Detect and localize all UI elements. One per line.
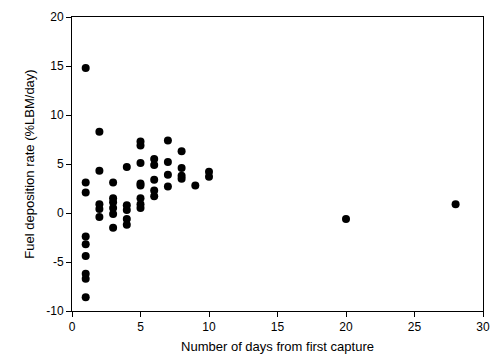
svg-text:15: 15 [271, 320, 285, 334]
svg-text:Number of days from first capt: Number of days from first capture [181, 339, 374, 354]
svg-text:-10: -10 [46, 304, 64, 318]
svg-text:0: 0 [57, 206, 64, 220]
svg-text:5: 5 [137, 320, 144, 334]
svg-text:30: 30 [476, 320, 490, 334]
svg-text:10: 10 [50, 108, 64, 122]
svg-text:20: 20 [339, 320, 353, 334]
svg-text:0: 0 [69, 320, 76, 334]
svg-text:25: 25 [408, 320, 422, 334]
svg-text:10: 10 [202, 320, 216, 334]
svg-text:Fuel deposition rate (%LBM/day: Fuel deposition rate (%LBM/day) [22, 69, 37, 258]
svg-text:-5: -5 [53, 255, 64, 269]
svg-text:20: 20 [50, 10, 64, 24]
svg-text:15: 15 [50, 59, 64, 73]
svg-text:5: 5 [57, 157, 64, 171]
